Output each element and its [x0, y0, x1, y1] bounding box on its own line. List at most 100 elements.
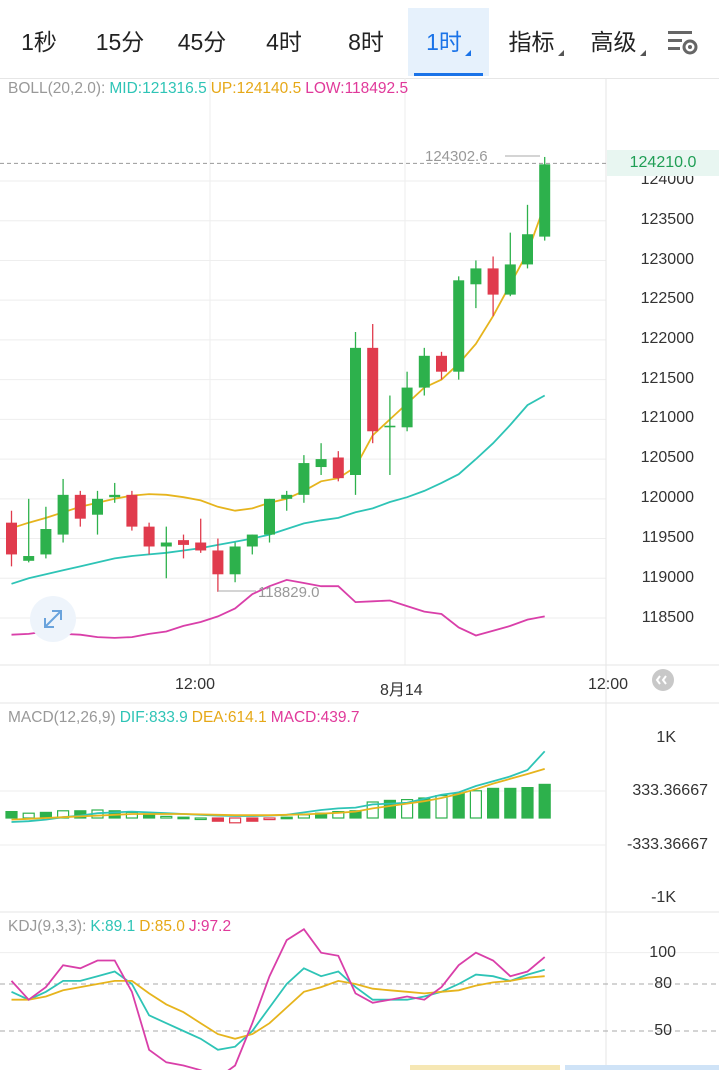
- macd-histogram-bar: [229, 817, 242, 824]
- candle-body: [178, 540, 189, 545]
- candle-body: [401, 387, 413, 428]
- macd-label: MACD(12,26,9): [8, 709, 116, 726]
- boll-label: BOLL(20,2.0):: [8, 80, 106, 97]
- boll-legend: BOLL(20,2.0): MID:121316.5 UP:124140.5 LOW:…: [8, 80, 412, 98]
- kdj-tick: 50: [654, 1022, 672, 1039]
- kdj-j-value: J:97.2: [188, 918, 232, 935]
- high-price-annotation: 124302.6: [425, 148, 488, 165]
- tab-indicators[interactable]: 指标: [500, 8, 572, 76]
- boll-up-line: [11, 394, 546, 585]
- kdj-label: KDJ(9,3,3):: [8, 918, 87, 935]
- macd-dea-value: DEA:614.1: [191, 709, 267, 726]
- active-tab-indicator: [414, 73, 483, 76]
- candle-body: [436, 355, 447, 372]
- timeframe-tabs: 1秒 15分 45分 4时 8时 1时 指标 高级: [0, 0, 719, 79]
- candle-body: [126, 494, 138, 527]
- candle-body: [350, 347, 361, 475]
- macd-histogram-bar: [383, 799, 396, 819]
- macd-histogram-bar: [5, 810, 18, 819]
- chevron-left-icon: [655, 675, 667, 685]
- price-tick: 119000: [641, 569, 694, 586]
- price-tick: 123500: [640, 211, 694, 228]
- macd-histogram-bar: [332, 810, 345, 819]
- macd-histogram-bar: [401, 798, 414, 819]
- macd-dif-value: DIF:833.9: [119, 709, 188, 726]
- candle-body: [281, 494, 293, 499]
- collapse-button[interactable]: [652, 669, 674, 691]
- candle-body: [504, 264, 516, 295]
- settings-sliders-icon[interactable]: [662, 22, 702, 62]
- candle-body: [229, 546, 241, 575]
- kdj-k-line: [11, 967, 545, 1051]
- candle-body: [6, 522, 17, 555]
- boll-mid-value: MID:121316.5: [109, 80, 207, 97]
- price-tick: 119500: [641, 529, 694, 546]
- kdj-legend: KDJ(9,3,3): K:89.1 D:85.0 J:97.2: [8, 918, 235, 936]
- candle-body: [23, 556, 35, 561]
- candle-body: [470, 268, 482, 285]
- kdj-tick: 80: [654, 975, 672, 992]
- candle-body: [384, 425, 396, 428]
- macd-histogram-bar: [469, 790, 482, 819]
- candle-body: [57, 494, 69, 535]
- time-tick: 12:00: [175, 676, 216, 693]
- candle-body: [539, 164, 551, 237]
- tab-1s[interactable]: 1秒: [21, 29, 57, 55]
- macd-histogram-bar: [487, 787, 500, 819]
- macd-value: MACD:439.7: [270, 709, 360, 726]
- expand-arrows-icon: [44, 610, 62, 628]
- current-price-tag: 124210.0: [607, 150, 719, 176]
- low-price-annotation: 118829.0: [258, 584, 320, 601]
- dropdown-triangle-icon: [639, 50, 646, 56]
- time-tick: 8月14: [380, 682, 423, 699]
- kdj-k-value: K:89.1: [90, 918, 136, 935]
- price-tick: 122000: [640, 330, 694, 347]
- candle-body: [332, 457, 344, 479]
- boll-up-value: UP:124140.5: [210, 80, 302, 97]
- candle-body: [315, 459, 327, 468]
- macd-histogram-bar: [160, 815, 173, 819]
- candle-body: [298, 463, 310, 495]
- tab-1h[interactable]: 1时: [408, 8, 489, 76]
- price-tick: 121000: [640, 409, 694, 426]
- candle-body: [92, 498, 103, 515]
- tab-15m[interactable]: 15分: [95, 29, 145, 55]
- tab-45m[interactable]: 45分: [177, 29, 227, 55]
- macd-histogram-bar: [452, 792, 465, 819]
- macd-tick: 333.36667: [632, 782, 708, 799]
- candle-body: [74, 494, 86, 519]
- candle-body: [418, 355, 430, 388]
- kdj-d-line: [11, 975, 545, 1040]
- kdj-tick: 100: [649, 944, 676, 961]
- tab-8h[interactable]: 8时: [348, 29, 384, 55]
- dropdown-triangle-icon: [464, 50, 471, 56]
- price-tick: 120500: [640, 449, 694, 466]
- tab-4h[interactable]: 4时: [266, 29, 302, 55]
- candle-body: [143, 526, 155, 547]
- macd-histogram-bar: [211, 817, 224, 822]
- macd-tick: 1K: [656, 729, 676, 746]
- macd-histogram-bar: [22, 812, 35, 819]
- candle-body: [195, 542, 207, 551]
- price-tick: 121500: [640, 370, 694, 387]
- boll-mid-line: [11, 204, 546, 530]
- macd-histogram-bar: [521, 786, 534, 819]
- candle-body: [522, 234, 533, 265]
- macd-histogram-bar: [504, 787, 517, 819]
- fullscreen-expand-button[interactable]: [30, 596, 76, 642]
- price-tick: 122500: [640, 290, 694, 307]
- macd-tick: -1K: [651, 889, 676, 906]
- dropdown-triangle-icon: [557, 50, 564, 56]
- bottom-strip-left: [410, 1065, 560, 1070]
- kdj-j-line: [10, 927, 546, 1070]
- macd-histogram-bar: [246, 817, 259, 822]
- kdj-d-value: D:85.0: [139, 918, 185, 935]
- candle-body: [212, 550, 224, 575]
- macd-legend: MACD(12,26,9) DIF:833.9 DEA:614.1 MACD:439.…: [8, 709, 363, 727]
- tab-advanced[interactable]: 高级: [582, 8, 654, 76]
- time-tick: 12:00: [588, 676, 629, 693]
- price-tick: 123000: [640, 251, 694, 268]
- macd-histogram-bar: [280, 816, 293, 820]
- candle-body: [367, 347, 379, 432]
